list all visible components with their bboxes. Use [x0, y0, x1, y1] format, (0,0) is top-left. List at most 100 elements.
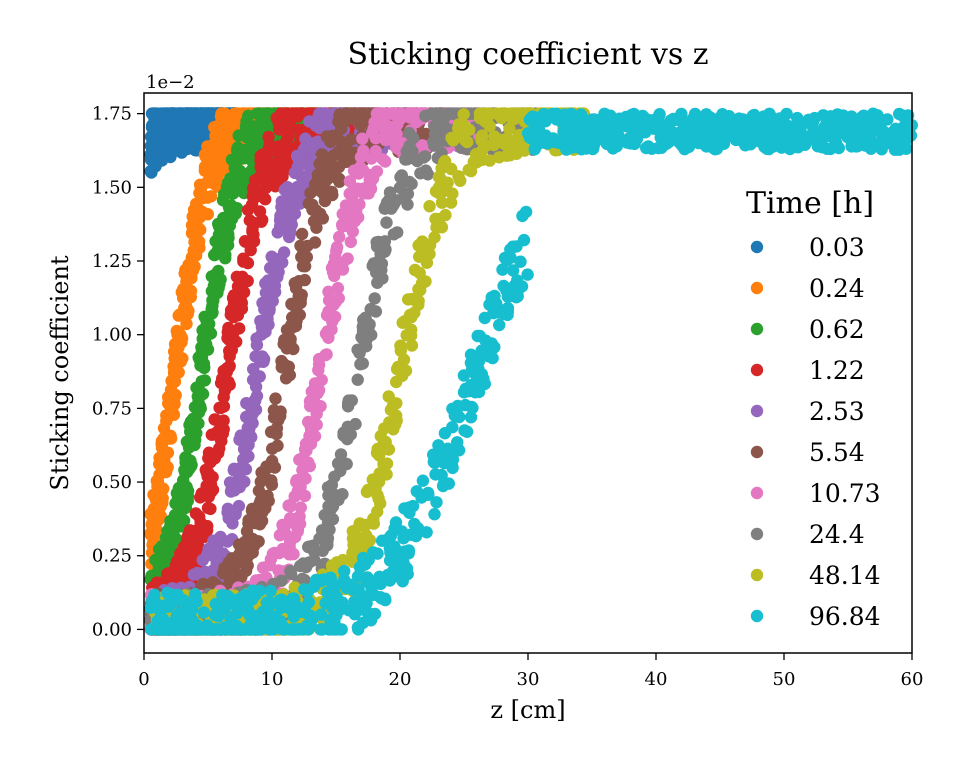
point-1.22 [273, 123, 286, 136]
point-48.14 [372, 475, 386, 488]
point-10.73 [331, 281, 345, 295]
point-24.4 [353, 346, 366, 360]
point-24.4 [321, 535, 334, 548]
point-48.14 [481, 107, 495, 120]
point-10.73 [290, 475, 303, 489]
point-24.4 [417, 151, 430, 164]
point-10.73 [312, 358, 326, 371]
point-10.73 [366, 172, 380, 185]
point-48.14 [457, 108, 470, 121]
point-48.14 [408, 263, 422, 277]
point-0.03 [155, 107, 169, 120]
point-2.53 [299, 132, 312, 145]
point-24.4 [366, 259, 379, 273]
point-0.24 [172, 325, 185, 339]
point-48.14 [390, 375, 403, 389]
point-48.14 [380, 457, 394, 470]
point-1.22 [244, 243, 257, 257]
point-48.14 [412, 239, 425, 252]
point-0.03 [144, 153, 158, 166]
point-24.4 [275, 574, 288, 587]
point-2.53 [260, 303, 274, 316]
point-0.24 [173, 308, 186, 321]
point-0.62 [207, 294, 220, 307]
point-0.62 [190, 427, 203, 440]
point-48.14 [454, 174, 467, 187]
point-24.4 [322, 489, 335, 502]
point-24.4 [351, 373, 364, 386]
point-0.62 [177, 502, 191, 515]
point-48.14 [390, 397, 403, 410]
point-96.84 [338, 564, 351, 578]
point-96.84 [457, 386, 471, 399]
point-0.62 [179, 450, 193, 464]
point-10.73 [336, 220, 349, 233]
point-48.14 [419, 275, 432, 288]
point-1.22 [283, 115, 296, 128]
point-10.73 [343, 199, 356, 213]
point-24.4 [284, 567, 298, 581]
point-10.73 [304, 399, 317, 413]
point-48.14 [428, 231, 441, 244]
point-96.84 [464, 411, 478, 424]
point-96.84 [517, 233, 531, 247]
point-48.14 [458, 133, 472, 147]
point-96.84 [478, 311, 491, 325]
point-5.54 [335, 135, 348, 148]
point-5.54 [296, 259, 310, 273]
point-10.73 [372, 107, 385, 120]
point-2.53 [288, 207, 302, 220]
point-5.54 [265, 478, 279, 491]
point-24.4 [429, 127, 442, 141]
point-10.73 [284, 500, 297, 513]
point-48.14 [361, 483, 375, 497]
point-96.84 [453, 410, 466, 424]
point-96.84 [144, 601, 157, 614]
point-0.62 [233, 164, 247, 178]
point-0.62 [214, 246, 227, 259]
point-1.22 [259, 177, 272, 190]
point-10.73 [336, 256, 349, 270]
point-0.62 [192, 417, 205, 430]
point-5.54 [282, 360, 295, 373]
point-0.24 [212, 156, 225, 169]
point-10.73 [325, 323, 338, 336]
point-5.54 [334, 145, 348, 159]
point-10.73 [299, 472, 312, 485]
point-2.53 [290, 187, 303, 200]
point-0.24 [193, 186, 206, 200]
point-0.62 [180, 435, 194, 448]
point-0.62 [240, 131, 254, 144]
point-0.24 [185, 253, 199, 266]
point-0.62 [199, 321, 212, 334]
point-10.73 [273, 529, 287, 542]
point-0.03 [147, 144, 160, 157]
point-5.54 [269, 392, 282, 405]
point-96.84 [379, 593, 392, 607]
point-48.14 [405, 339, 419, 352]
point-0.03 [175, 120, 188, 133]
point-1.22 [182, 536, 196, 549]
point-96.84 [389, 548, 403, 561]
point-10.73 [352, 211, 365, 224]
point-5.54 [224, 572, 237, 585]
point-0.62 [220, 180, 234, 193]
point-96.84 [403, 501, 416, 514]
point-10.73 [346, 189, 359, 202]
point-0.24 [167, 408, 181, 421]
point-48.14 [405, 323, 418, 336]
point-2.53 [261, 315, 274, 328]
point-96.84 [285, 597, 299, 610]
point-10.73 [344, 235, 357, 249]
point-10.73 [320, 348, 333, 361]
point-48.14 [447, 134, 460, 147]
point-2.53 [238, 475, 251, 488]
point-24.4 [406, 145, 419, 158]
point-0.62 [217, 211, 230, 225]
point-2.53 [267, 271, 280, 285]
point-10.73 [283, 535, 297, 548]
point-24.4 [342, 427, 355, 440]
point-5.54 [345, 133, 358, 146]
point-0.24 [180, 275, 193, 288]
